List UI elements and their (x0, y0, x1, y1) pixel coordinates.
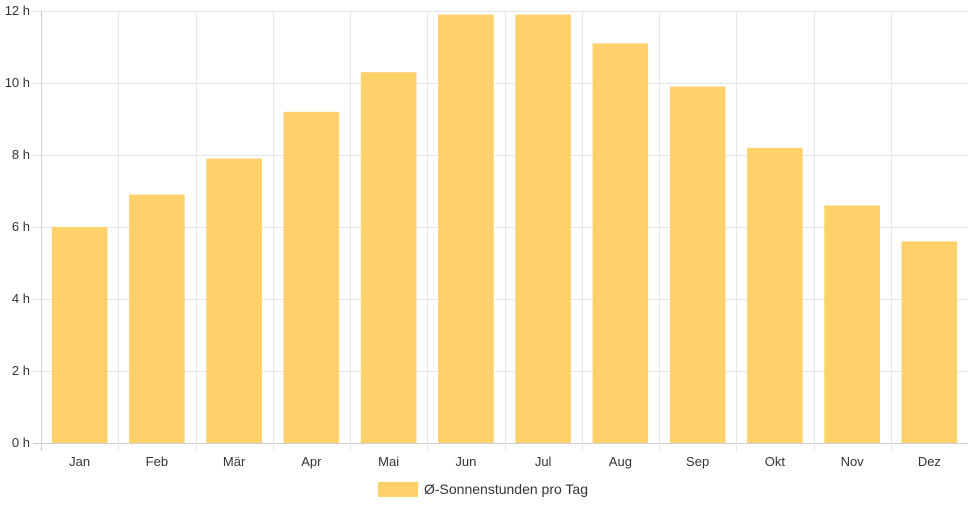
bar-jan (51, 227, 108, 443)
y-tick-label: 4 h (12, 291, 30, 306)
x-tick-label: Jun (455, 454, 476, 469)
bar-feb (129, 194, 185, 443)
x-tick-label: Apr (301, 454, 322, 469)
bar-mai (360, 72, 417, 443)
y-tick-label: 10 h (5, 75, 30, 90)
x-tick-label: Dez (918, 454, 941, 469)
y-tick-label: 12 h (5, 3, 30, 18)
bar-mär (206, 158, 262, 443)
x-tick-label: Okt (765, 454, 786, 469)
x-tick-label: Sep (686, 454, 709, 469)
x-tick-label: Jul (535, 454, 552, 469)
legend-swatch[interactable] (378, 482, 418, 497)
grid-lines (33, 11, 968, 451)
bar-nov (824, 205, 880, 443)
bar-jul (515, 14, 571, 443)
x-tick-label: Feb (146, 454, 168, 469)
x-tick-label: Mai (378, 454, 399, 469)
legend[interactable]: Ø-Sonnenstunden pro Tag (378, 481, 588, 497)
bar-jun (438, 14, 494, 443)
x-tick-label: Aug (609, 454, 632, 469)
x-tick-label: Mär (223, 454, 246, 469)
bar-dez (901, 241, 958, 443)
x-tick-label: Jan (69, 454, 90, 469)
y-tick-label: 2 h (12, 363, 30, 378)
legend-label[interactable]: Ø-Sonnenstunden pro Tag (424, 481, 588, 497)
y-tick-label: 8 h (12, 147, 30, 162)
bar-apr (283, 111, 340, 444)
y-tick-label: 6 h (12, 219, 30, 234)
y-tick-label: 0 h (12, 435, 30, 450)
bar-sep (669, 86, 726, 443)
bar-aug (592, 43, 649, 444)
x-tick-label: Nov (841, 454, 865, 469)
bar-series (51, 14, 958, 444)
axes: 0 h 2 h 4 h 6 h 8 h 10 h 12 h Jan Feb Mär Apr Mai Ju… (5, 3, 941, 469)
bar-okt (747, 147, 803, 444)
